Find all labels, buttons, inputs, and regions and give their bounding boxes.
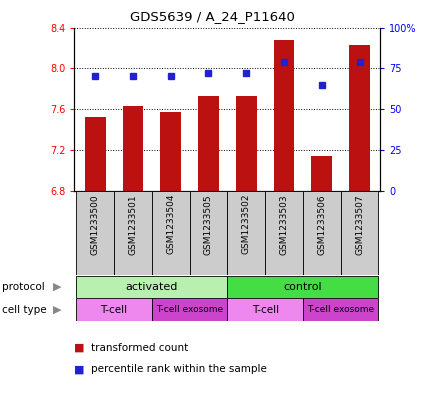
Text: ▶: ▶ xyxy=(53,305,62,315)
Text: GSM1233507: GSM1233507 xyxy=(355,194,364,255)
Bar xyxy=(227,298,303,321)
Bar xyxy=(152,191,190,275)
Text: T-cell exosome: T-cell exosome xyxy=(307,305,374,314)
Text: activated: activated xyxy=(126,282,178,292)
Text: GSM1233506: GSM1233506 xyxy=(317,194,326,255)
Text: ■: ■ xyxy=(74,343,85,353)
Text: GSM1233503: GSM1233503 xyxy=(280,194,289,255)
Text: GSM1233504: GSM1233504 xyxy=(166,194,175,254)
Bar xyxy=(274,40,295,191)
Text: GSM1233500: GSM1233500 xyxy=(91,194,99,255)
Bar xyxy=(227,191,265,275)
Bar xyxy=(236,96,257,191)
Bar xyxy=(349,45,370,191)
Text: cell type: cell type xyxy=(2,305,47,315)
Bar xyxy=(152,298,227,321)
Bar xyxy=(265,191,303,275)
Text: GDS5639 / A_24_P11640: GDS5639 / A_24_P11640 xyxy=(130,10,295,23)
Bar xyxy=(76,298,152,321)
Text: GSM1233501: GSM1233501 xyxy=(128,194,137,255)
Text: GSM1233502: GSM1233502 xyxy=(242,194,251,254)
Bar xyxy=(160,112,181,191)
Bar xyxy=(198,96,219,191)
Text: ▶: ▶ xyxy=(53,282,62,292)
Bar xyxy=(312,156,332,191)
Bar xyxy=(114,191,152,275)
Text: T-cell: T-cell xyxy=(252,305,279,315)
Text: protocol: protocol xyxy=(2,282,45,292)
Text: T-cell exosome: T-cell exosome xyxy=(156,305,223,314)
Bar xyxy=(227,276,379,298)
Text: control: control xyxy=(283,282,322,292)
Text: T-cell: T-cell xyxy=(100,305,128,315)
Text: percentile rank within the sample: percentile rank within the sample xyxy=(91,364,267,375)
Bar xyxy=(303,298,379,321)
Bar xyxy=(341,191,379,275)
Text: GSM1233505: GSM1233505 xyxy=(204,194,213,255)
Bar xyxy=(85,117,105,191)
Bar xyxy=(76,276,227,298)
Bar xyxy=(122,106,143,191)
Bar xyxy=(76,191,114,275)
Bar xyxy=(303,191,341,275)
Text: ■: ■ xyxy=(74,364,85,375)
Text: transformed count: transformed count xyxy=(91,343,189,353)
Bar xyxy=(190,191,227,275)
